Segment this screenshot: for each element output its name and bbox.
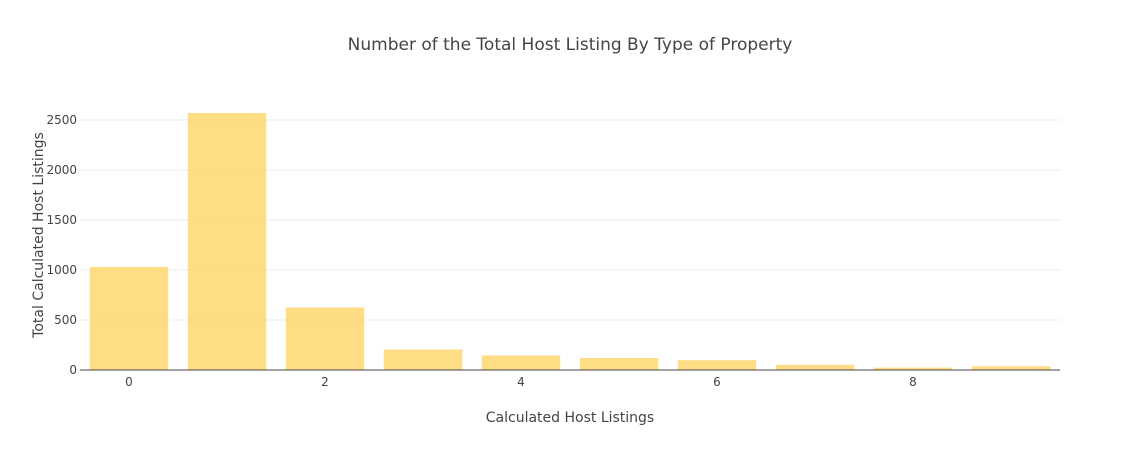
bar-6[interactable] bbox=[677, 360, 757, 370]
chart-title: Number of the Total Host Listing By Type… bbox=[348, 35, 793, 55]
y-tick-label: 1000 bbox=[46, 263, 77, 277]
bar-5[interactable] bbox=[579, 358, 659, 370]
bar-1[interactable] bbox=[187, 113, 267, 370]
bar-9[interactable] bbox=[971, 366, 1051, 370]
bar-3[interactable] bbox=[383, 349, 463, 371]
bar-0[interactable] bbox=[89, 267, 169, 370]
y-tick-label: 0 bbox=[69, 363, 77, 377]
x-tick-label: 2 bbox=[321, 375, 329, 389]
x-tick-label: 6 bbox=[713, 375, 721, 389]
x-tick-label: 0 bbox=[125, 375, 133, 389]
bars bbox=[89, 113, 1051, 371]
bar-7[interactable] bbox=[775, 364, 855, 370]
y-tick-labels: 0 500 1000 1500 2000 2500 bbox=[46, 113, 77, 377]
x-tick-labels: 0 2 4 6 8 bbox=[125, 375, 917, 389]
y-tick-label: 2500 bbox=[46, 113, 77, 127]
y-tick-label: 500 bbox=[54, 313, 77, 327]
x-axis-title: Calculated Host Listings bbox=[486, 410, 654, 426]
x-tick-label: 8 bbox=[909, 375, 917, 389]
y-axis-title: Total Calculated Host Listings bbox=[31, 132, 47, 339]
y-tick-label: 1500 bbox=[46, 213, 77, 227]
bar-8[interactable] bbox=[873, 367, 953, 370]
bar-4[interactable] bbox=[481, 355, 561, 371]
y-tick-label: 2000 bbox=[46, 163, 77, 177]
bar-2[interactable] bbox=[285, 307, 365, 371]
x-tick-label: 4 bbox=[517, 375, 525, 389]
